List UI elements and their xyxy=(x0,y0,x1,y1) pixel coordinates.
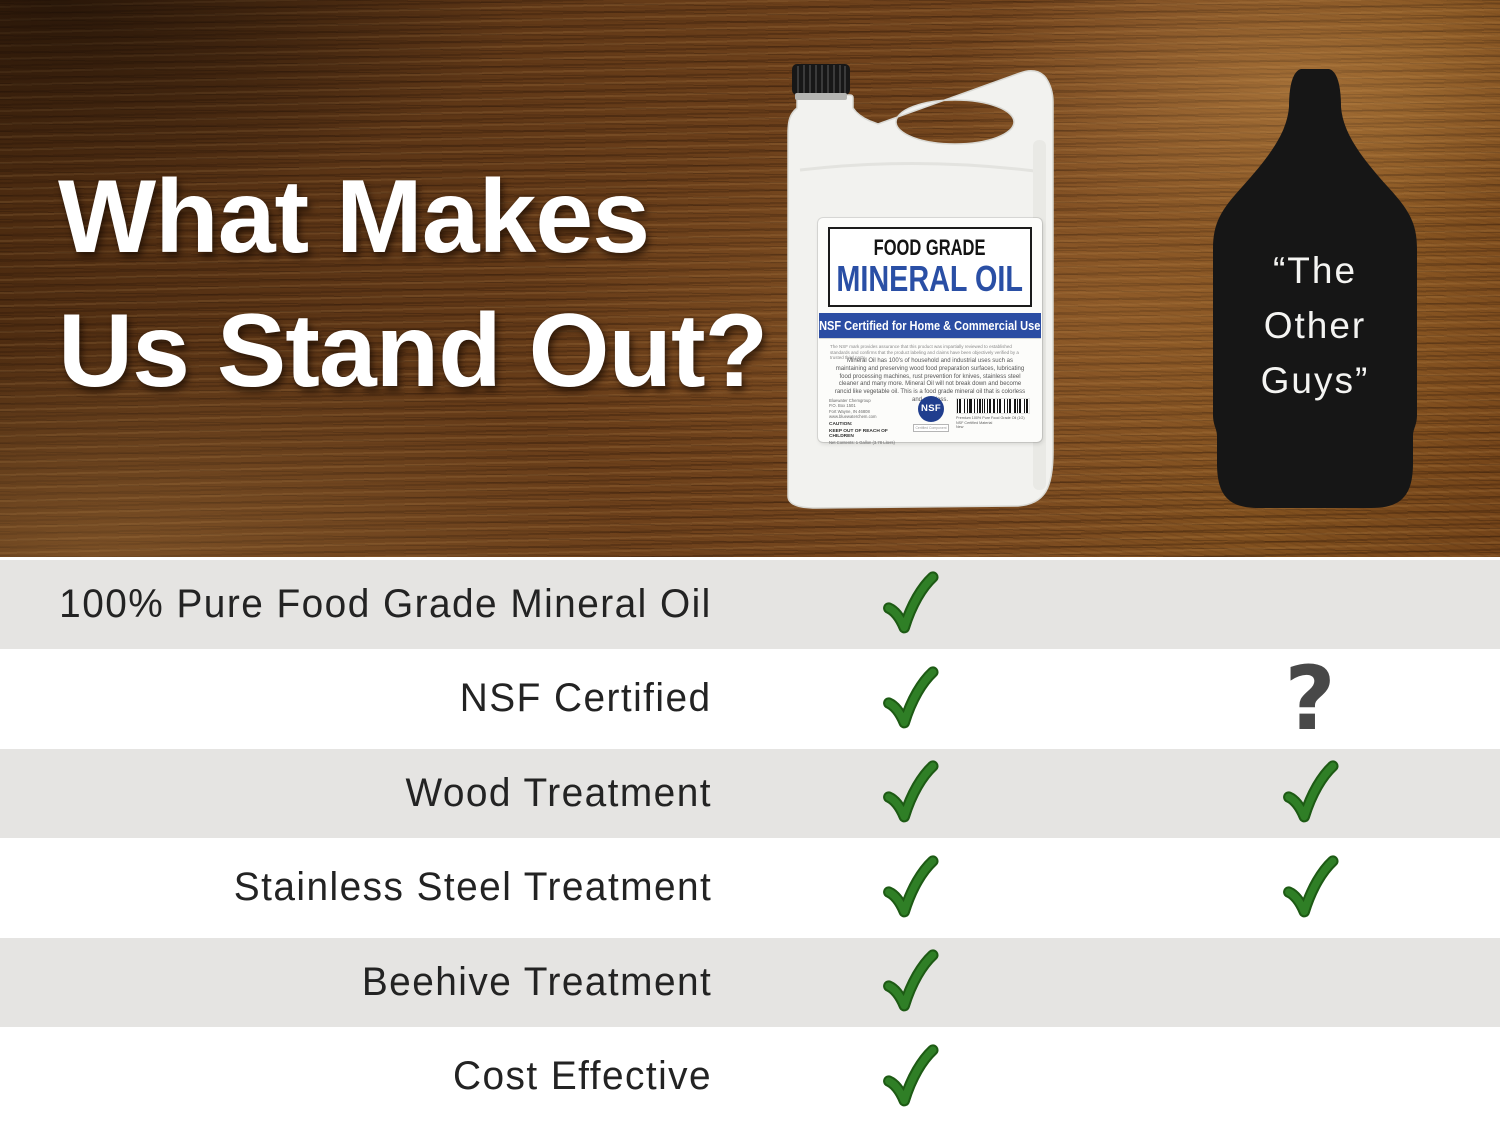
table-row: Beehive Treatment xyxy=(0,935,1500,1030)
headline: What Makes Us Stand Out? xyxy=(58,150,768,418)
check-icon xyxy=(1283,760,1339,823)
table-row: Wood Treatment xyxy=(0,746,1500,841)
barcode-caption2: New xyxy=(956,425,964,430)
check-icon xyxy=(855,938,965,1027)
check-icon xyxy=(855,1030,965,1124)
nsf-badge-caption: Certified Component xyxy=(913,424,949,432)
barcode xyxy=(956,398,1030,414)
headline-line1: What Makes xyxy=(58,159,650,275)
product-jug: FOOD GRADE MINERAL OIL NSF Certified for… xyxy=(770,60,1070,515)
competitor-label: “The Other Guys” xyxy=(1195,243,1435,408)
label-food-grade: FOOD GRADE xyxy=(874,235,986,260)
check-icon xyxy=(855,841,965,936)
comparison-table: 100% Pure Food Grade Mineral Oil NSF Cer… xyxy=(0,557,1500,1124)
feature-label: Cost Effective xyxy=(452,1054,712,1099)
jug-cap-collar xyxy=(795,93,847,100)
feature-label: Stainless Steel Treatment xyxy=(233,865,712,910)
mark-cell xyxy=(1255,1030,1365,1124)
table-row: Stainless Steel Treatment xyxy=(0,841,1500,936)
check-icon xyxy=(855,749,965,838)
label-fine-print: The NSF mark provides assurance that thi… xyxy=(830,344,1019,361)
check-icon xyxy=(855,560,965,649)
check-icon xyxy=(883,949,939,1012)
competitor-jug-shape xyxy=(1213,69,1417,508)
check-icon xyxy=(883,571,939,634)
wood-background: What Makes Us Stand Out? FOOD GRADE MINE… xyxy=(0,0,1500,557)
mark-cell xyxy=(1255,560,1365,649)
table-row: Cost Effective xyxy=(0,1030,1500,1124)
competitor-label-line1: “The xyxy=(1272,250,1358,291)
check-icon xyxy=(1255,841,1365,936)
label-title-box: FOOD GRADE MINERAL OIL xyxy=(828,227,1032,307)
check-icon xyxy=(883,855,939,918)
label-manufacturer-block: Bluewater Chemgroup P.O. Box 1501 Fort W… xyxy=(829,398,907,445)
barcode-block: Premium 100% Pure Food Grade Oil (1G) NS… xyxy=(956,398,1030,430)
feature-label: Beehive Treatment xyxy=(361,959,712,1004)
competitor-label-line3: Guys” xyxy=(1260,360,1370,401)
headline-line2: Us Stand Out? xyxy=(58,293,768,409)
nsf-badge: NSF Certified Component xyxy=(912,396,950,432)
question-icon: ? xyxy=(1284,647,1336,751)
label-net-contents: Net Contents: 1 Gallon (3.78 Liters) xyxy=(829,439,895,445)
feature-label: NSF Certified xyxy=(460,676,712,721)
check-icon xyxy=(883,1044,939,1107)
nsf-circle-logo: NSF xyxy=(918,396,944,422)
check-icon xyxy=(1255,749,1365,838)
barcode-caption: Premium 100% Pure Food Grade Oil (1G) NS… xyxy=(956,416,1025,425)
feature-label: 100% Pure Food Grade Mineral Oil xyxy=(59,581,712,626)
label-caution-title: CAUTION: xyxy=(829,421,853,427)
check-icon xyxy=(1283,855,1339,918)
competitor-jug: “The Other Guys” xyxy=(1195,65,1435,525)
check-icon xyxy=(883,760,939,823)
label-mineral-oil: MINERAL OIL xyxy=(836,258,1024,299)
label-caution-line: KEEP OUT OF REACH OF CHILDREN xyxy=(829,429,888,440)
check-icon xyxy=(855,652,965,747)
competitor-label-line2: Other xyxy=(1263,305,1367,346)
jug-cap-ribs xyxy=(797,65,846,94)
check-icon xyxy=(883,666,939,729)
feature-label: Wood Treatment xyxy=(405,770,712,815)
jug-shoulder-line xyxy=(799,161,1043,174)
product-label: FOOD GRADE MINERAL OIL NSF Certified for… xyxy=(818,218,1042,445)
label-nsf-banner: NSF Certified for Home & Commercial Use xyxy=(819,313,1041,338)
mark-cell xyxy=(1255,938,1365,1027)
table-row: 100% Pure Food Grade Mineral Oil xyxy=(0,557,1500,652)
table-row: NSF Certified ? xyxy=(0,647,1500,750)
